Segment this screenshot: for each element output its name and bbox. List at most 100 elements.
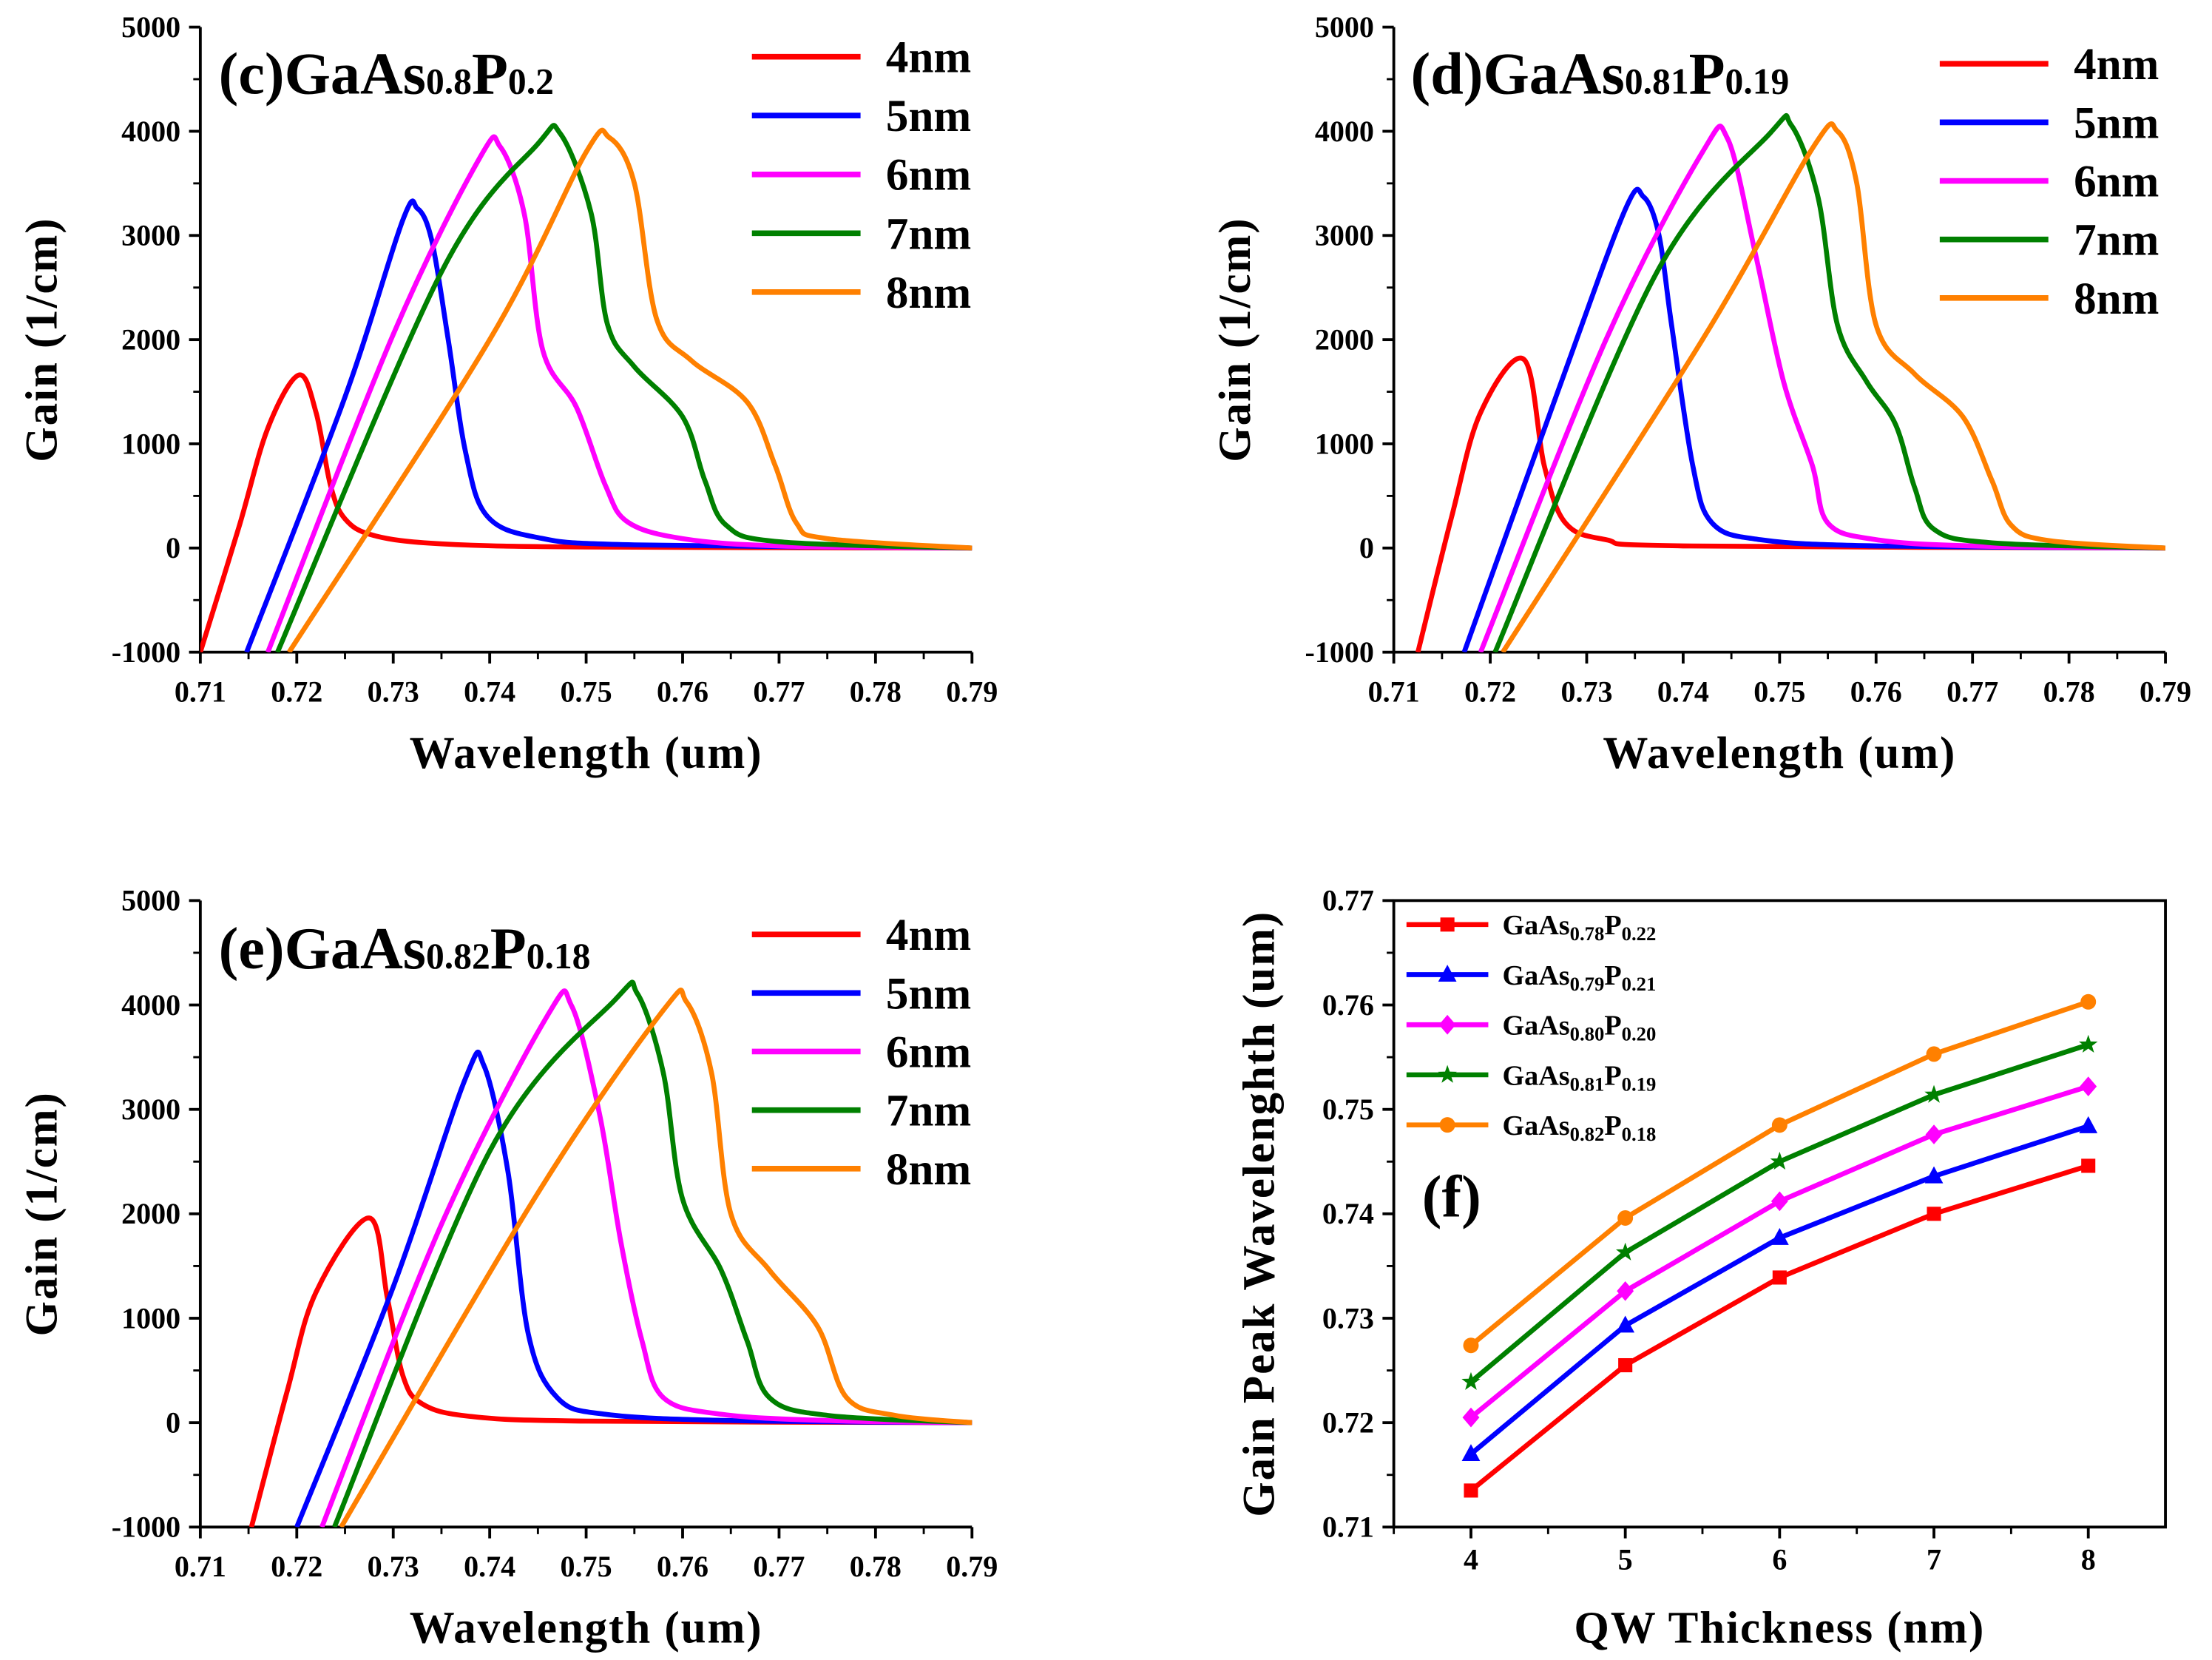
title-part: GaAs: [1483, 41, 1624, 107]
panel-title: (c)GaAs0.8P0.2: [219, 41, 554, 107]
subscript: 0.82: [1570, 1123, 1605, 1145]
marker-square: [1618, 1357, 1633, 1373]
subscript: 0.79: [1570, 972, 1605, 994]
title-part: P: [1604, 1110, 1621, 1141]
x-axis-label: QW Thickness (nm): [1574, 1604, 1985, 1653]
title-part: (e): [219, 917, 285, 982]
y-tick-label: 1000: [121, 1301, 180, 1335]
series-line: [1469, 1124, 2089, 1457]
y-tick-label: 3000: [121, 1093, 180, 1126]
series-line-7nm: [332, 979, 973, 1528]
series-line-5nm: [1461, 186, 2166, 652]
x-tick-label: 8: [2081, 1543, 2096, 1576]
x-axis-label: Wavelength (um): [410, 1604, 763, 1653]
legend-label: 6nm: [886, 151, 971, 200]
legend-label: 4nm: [2074, 40, 2159, 90]
y-axis-label: Gain (1/cm): [17, 1091, 67, 1336]
legend-label: 5nm: [886, 92, 971, 141]
subscript: 0.82: [426, 936, 490, 976]
x-tick-label: 0.77: [753, 675, 805, 708]
y-tick-label: 0.75: [1322, 1093, 1374, 1126]
x-tick-label: 0.73: [368, 675, 419, 708]
marker-circle: [1771, 1117, 1787, 1133]
title-part: (d): [1411, 41, 1484, 107]
series-line-8nm: [339, 988, 973, 1528]
x-tick-label: 0.76: [657, 1550, 708, 1583]
marker-star: [1438, 1065, 1457, 1083]
subscript: 0.81: [1570, 1073, 1605, 1095]
y-tick-label: 0: [166, 531, 180, 564]
panel-e: 0.71 0.72 0.73 0.74 0.75 0.76 0.77 0.78 0.79 -100…: [17, 884, 998, 1653]
series-line-4nm: [200, 372, 973, 652]
subscript: 0.22: [1622, 922, 1657, 945]
x-axis-label: Wavelength (um): [1603, 729, 1956, 778]
y-tick-label: 2000: [121, 323, 180, 356]
series-line: [1469, 1163, 2089, 1493]
x-axis-label: Wavelength (um): [410, 729, 763, 778]
panel-f: 4 5 6 7 8 0.71 0.72 0.73 0.74 0.75 0.76 0.77 QW Thic…: [1234, 884, 2167, 1653]
legend-label: 8nm: [886, 1145, 971, 1195]
x-tick-label: 0.71: [175, 675, 226, 708]
y-tick-label: 1000: [121, 427, 180, 460]
y-tick-label: 5000: [121, 10, 180, 44]
y-tick-label: 0.73: [1322, 1301, 1374, 1335]
x-tick-label: 0.75: [561, 675, 612, 708]
y-tick-label: -1000: [112, 1511, 180, 1544]
marker-circle: [1617, 1210, 1634, 1226]
marker-diamond: [1770, 1191, 1788, 1212]
marker-star: [1924, 1084, 1944, 1103]
marker-diamond: [1438, 1014, 1456, 1035]
x-tick-label: 0.73: [368, 1550, 419, 1583]
plot-frame: [1392, 899, 2167, 1529]
title-part: P: [1689, 41, 1725, 107]
x-tick-label: 0.73: [1560, 675, 1612, 708]
marker-circle: [1926, 1046, 1942, 1062]
title-part: GaAs: [1503, 1110, 1570, 1141]
subscript: 0.78: [1570, 922, 1605, 945]
series-line-5nm: [244, 198, 973, 652]
title-part: P: [490, 917, 527, 982]
panel-title: (d)GaAs0.81P0.19: [1411, 41, 1790, 107]
y-tick-label: -1000: [1305, 635, 1373, 669]
subscript: 0.81: [1625, 61, 1689, 101]
panel-c: 0.71 0.72 0.73 0.74 0.75 0.76 0.77 0.78 0.79 -100…: [17, 10, 998, 778]
title-part: P: [1604, 960, 1621, 991]
series-group: [248, 979, 973, 1528]
legend-label: 5nm: [2074, 98, 2159, 148]
y-tick-label: 0.74: [1322, 1197, 1374, 1230]
x-tick-label: 0.72: [1464, 675, 1516, 708]
x-tick-label: 0.71: [175, 1550, 226, 1583]
title-part: GaAs: [1503, 1010, 1570, 1042]
legend-label: GaAs0.80P0.20: [1503, 1010, 1657, 1045]
legend-label: 8nm: [886, 269, 971, 318]
marker-diamond: [1462, 1407, 1480, 1428]
series-line-8nm: [287, 127, 973, 652]
series-group: [200, 123, 973, 652]
y-tick-label: 2000: [1315, 323, 1374, 356]
y-tick-label: 3000: [1315, 219, 1374, 252]
x-tick-label: 4: [1464, 1543, 1478, 1576]
y-tick-label: 2000: [121, 1197, 180, 1230]
series-line-6nm: [319, 988, 973, 1528]
marker-triangle: [1770, 1227, 1789, 1245]
series-line-5nm: [294, 1049, 973, 1528]
subscript: 0.20: [1622, 1022, 1657, 1045]
y-tick-label: -1000: [112, 635, 180, 669]
marker-circle: [2080, 993, 2097, 1010]
marker-star: [1615, 1242, 1635, 1261]
x-tick-label: 0.75: [1753, 675, 1805, 708]
y-axis-label: Gain (1/cm): [17, 217, 67, 462]
x-tick-label: 0.79: [2140, 675, 2191, 708]
legend-label: GaAs0.79P0.21: [1503, 960, 1657, 995]
panel-d: 0.71 0.72 0.73 0.74 0.75 0.76 0.77 0.78 0.79 -100…: [1211, 10, 2191, 778]
marker-triangle: [1461, 1444, 1481, 1462]
title-part: P: [1604, 1060, 1621, 1091]
legend-label: 6nm: [2074, 158, 2159, 207]
y-tick-label: 0: [166, 1406, 180, 1440]
series-group: [1415, 113, 2166, 652]
marker-star: [1461, 1371, 1481, 1390]
marker-triangle: [1616, 1315, 1635, 1333]
x-tick-label: 0.72: [271, 675, 322, 708]
marker-diamond: [1925, 1124, 1943, 1144]
